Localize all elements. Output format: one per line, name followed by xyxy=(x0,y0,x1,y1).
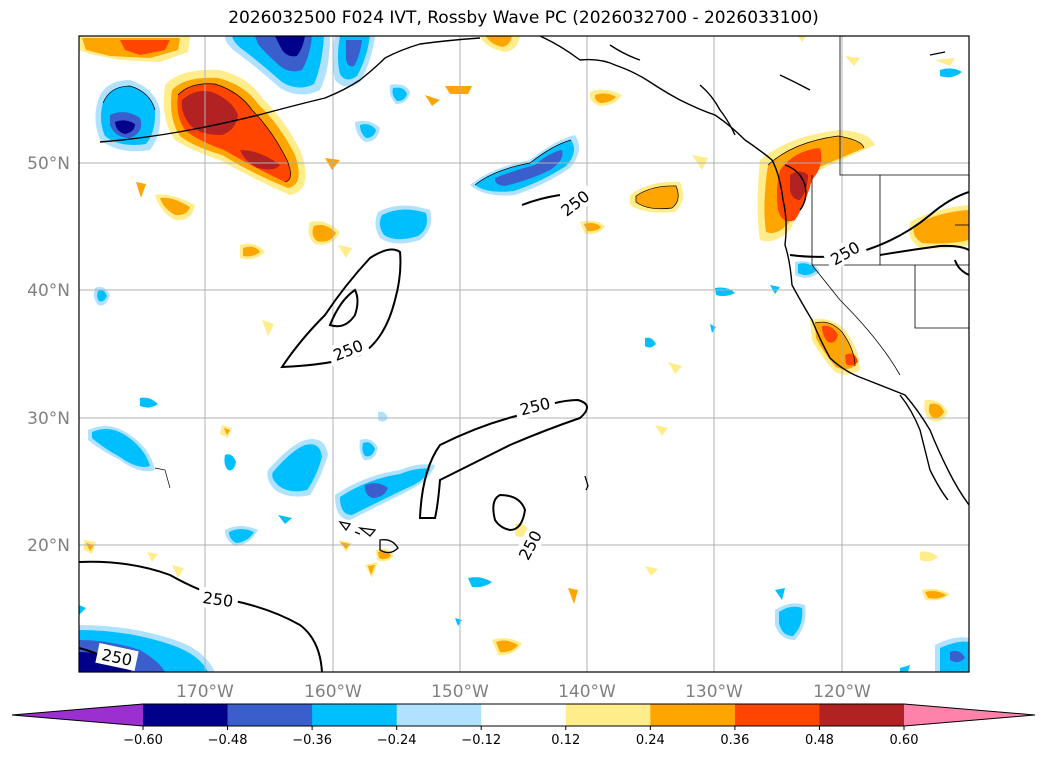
shade-blob-blue-central xyxy=(470,135,579,196)
shade-small-features xyxy=(94,36,622,336)
colorbar-tick-label: 0.36 xyxy=(720,733,749,748)
contour-label-6: 250 xyxy=(201,588,234,611)
colorbar xyxy=(11,703,1036,727)
colorbar-bin xyxy=(227,704,313,726)
shade-blob-ca-coast xyxy=(810,318,948,422)
lat-label-40n: 40°N xyxy=(27,281,70,301)
colorbar-tick-label: 0.24 xyxy=(636,733,665,748)
political-borders xyxy=(811,36,969,376)
shade-blob-nw-strip xyxy=(79,36,190,62)
colorbar-bin xyxy=(481,704,567,726)
contour-east-2 xyxy=(879,244,969,256)
colorbar-bin xyxy=(734,704,820,726)
lat-label-30n: 30°N xyxy=(27,409,70,429)
islands xyxy=(338,475,589,554)
longitude-labels: 170°W 160°W 150°W 140°W 130°W 120°W xyxy=(176,682,871,702)
colorbar-bin xyxy=(143,704,229,726)
colorbar-bin xyxy=(565,704,651,726)
colorbar-tick-label: −0.24 xyxy=(377,733,417,748)
contour-small-loop xyxy=(492,493,527,532)
lat-label-20n: 20°N xyxy=(27,536,70,556)
shade-blob-orange-east xyxy=(580,155,708,235)
shade-blob-blue-north xyxy=(225,36,375,95)
colorbar-tick-label: 0.48 xyxy=(805,733,834,748)
shade-blob-east-interior xyxy=(908,58,969,249)
colorbar-bin xyxy=(819,704,905,726)
colorbar-bin xyxy=(650,704,736,726)
grid-lines xyxy=(79,36,969,672)
colorbar-tick-label: −0.12 xyxy=(461,733,501,748)
lon-label-150w: 150°W xyxy=(431,682,489,702)
lon-label-160w: 160°W xyxy=(304,682,362,702)
shade-blob-red-gyre xyxy=(163,69,306,195)
shade-blob-blue-west xyxy=(95,80,161,152)
colorbar-tick-label: −0.48 xyxy=(208,733,248,748)
colorbar-tick-label: 0.60 xyxy=(890,733,919,748)
contour-east-3 xyxy=(954,259,969,276)
lon-label-170w: 170°W xyxy=(176,682,234,702)
colorbar-tick-label: −0.60 xyxy=(123,733,163,748)
lon-label-120w: 120°W xyxy=(813,682,871,702)
colorbar-bin xyxy=(312,704,398,726)
coastlines xyxy=(99,36,969,506)
contour-cen-north xyxy=(521,194,561,206)
lat-label-50n: 50°N xyxy=(27,154,70,174)
colorbar-bin xyxy=(396,704,482,726)
contour-central-loop xyxy=(418,398,588,519)
lon-label-130w: 130°W xyxy=(685,682,743,702)
colorbar-extend-high xyxy=(904,704,1035,726)
colorbar-extend-low xyxy=(12,704,143,726)
lon-label-140w: 140°W xyxy=(558,682,616,702)
colorbar-ticks: −0.60 −0.48 −0.36 −0.24 −0.12 0.12 0.24 0.36 0.4… xyxy=(123,726,918,748)
map-frame xyxy=(78,35,970,673)
chart-title: 2026032500 F024 IVT, Rossby Wave PC (202… xyxy=(228,8,819,28)
latitude-labels: 50°N 40°N 30°N 20°N xyxy=(27,154,70,556)
colorbar-tick-label: 0.12 xyxy=(551,733,580,748)
contour-thin-lines xyxy=(102,83,865,489)
contour-upper-inner xyxy=(328,288,359,328)
colorbar-tick-label: −0.36 xyxy=(292,733,332,748)
